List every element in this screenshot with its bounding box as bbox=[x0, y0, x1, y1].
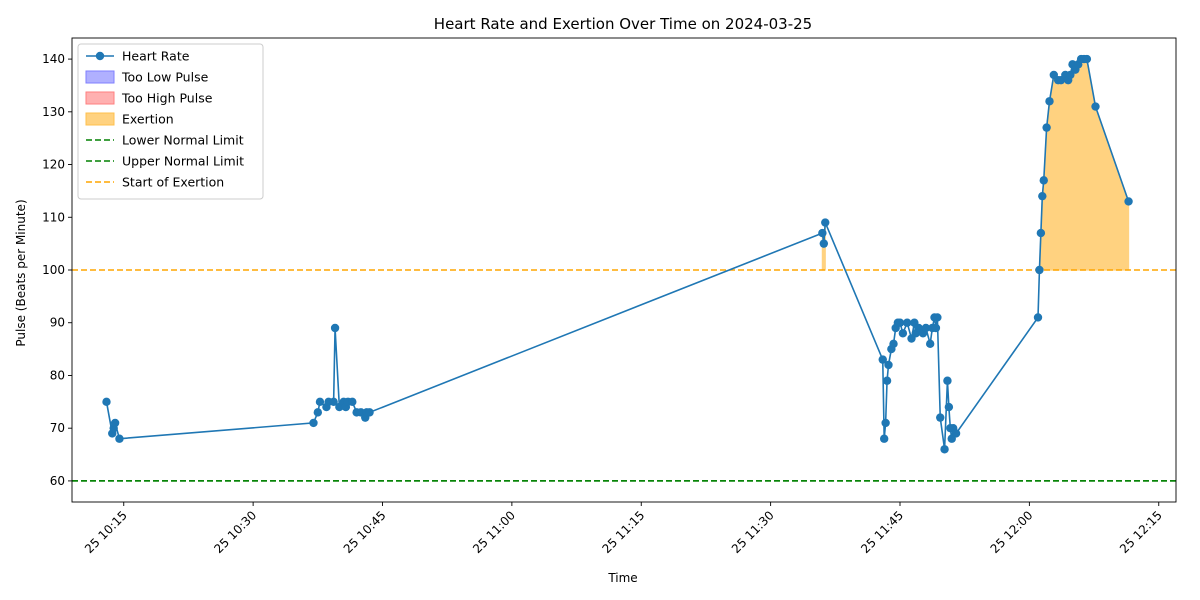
heart-rate-point bbox=[921, 323, 931, 333]
legend-label: Start of Exertion bbox=[122, 175, 224, 190]
x-tick-label: 25 11:15 bbox=[600, 508, 648, 556]
heart-rate-point bbox=[933, 313, 942, 322]
legend-label: Too Low Pulse bbox=[121, 70, 209, 85]
heart-rate-point bbox=[951, 429, 961, 438]
legend-handle-patch bbox=[85, 112, 115, 126]
heart-rate-point bbox=[1035, 265, 1044, 275]
legend-label: Lower Normal Limit bbox=[122, 133, 244, 148]
y-tick-label: 60 bbox=[50, 474, 65, 488]
legend-handle-patch bbox=[85, 91, 115, 105]
legend-handle-patch bbox=[85, 70, 115, 84]
heart-rate-point bbox=[329, 397, 338, 407]
heart-rate-point bbox=[1038, 191, 1047, 201]
y-tick-label: 110 bbox=[42, 210, 65, 224]
heart-rate-point bbox=[902, 318, 912, 327]
heart-rate-point bbox=[881, 418, 890, 428]
heart-rate-point bbox=[1039, 176, 1048, 185]
heart-rate-point bbox=[1091, 102, 1100, 111]
heart-rate-point bbox=[1042, 123, 1051, 132]
heart-rate-point bbox=[884, 360, 893, 370]
heart-rate-point bbox=[1036, 228, 1046, 238]
x-tick-label: 25 12:15 bbox=[1117, 508, 1165, 556]
y-tick-label: 90 bbox=[50, 316, 65, 330]
heart-rate-point bbox=[1066, 70, 1075, 80]
heart-rate-point bbox=[313, 408, 323, 417]
x-tick-label: 25 12:00 bbox=[988, 508, 1036, 556]
heart-rate-point bbox=[309, 418, 318, 428]
y-tick-label: 140 bbox=[42, 52, 65, 66]
legend: Heart Rate Too Low Pulse Too High Pulse Exe… bbox=[77, 43, 264, 200]
x-tick-label: 25 11:00 bbox=[470, 508, 518, 556]
heart-rate-point bbox=[889, 339, 898, 349]
heart-rate-point bbox=[115, 434, 124, 443]
heart-rate-point bbox=[348, 397, 357, 407]
legend-label: Exertion bbox=[122, 112, 174, 127]
y-tick-label: 80 bbox=[50, 368, 65, 382]
heart-rate-point bbox=[925, 339, 935, 349]
heart-rate-point bbox=[315, 397, 325, 407]
x-tick-label: 25 10:45 bbox=[341, 508, 389, 556]
heart-rate-point bbox=[1124, 197, 1133, 206]
heart-rate-point bbox=[1082, 54, 1092, 64]
heart-rate-point bbox=[821, 218, 830, 227]
heart-rate-point bbox=[936, 413, 945, 422]
heart-rate-point bbox=[882, 376, 892, 385]
heart-rate-point bbox=[940, 445, 949, 454]
heart-rate-point bbox=[102, 397, 111, 407]
heart-rate-point bbox=[879, 434, 889, 443]
y-tick-label: 120 bbox=[42, 158, 65, 172]
x-tick-label: 25 11:45 bbox=[858, 508, 906, 556]
heart-rate-point bbox=[878, 355, 887, 364]
y-axis-label: Pulse (Beats per Minute) bbox=[14, 199, 28, 346]
heart-rate-point bbox=[1045, 97, 1054, 106]
heart-rate-point bbox=[898, 329, 908, 338]
legend-handle-marker bbox=[95, 51, 105, 61]
heart-rate-point bbox=[895, 318, 905, 327]
heart-rate-point bbox=[365, 408, 374, 417]
y-tick-label: 100 bbox=[42, 263, 65, 277]
heart-rate-point bbox=[330, 323, 340, 333]
heart-rate-point bbox=[1033, 313, 1043, 322]
heart-rate-point bbox=[943, 376, 952, 385]
legend-label: Upper Normal Limit bbox=[122, 154, 244, 169]
legend-label: Too High Pulse bbox=[121, 91, 213, 106]
legend-label: Heart Rate bbox=[122, 49, 190, 64]
y-tick-label: 130 bbox=[42, 105, 65, 119]
heart-rate-point bbox=[110, 418, 120, 428]
y-tick-label: 70 bbox=[50, 421, 65, 435]
chart-title: Heart Rate and Exertion Over Time on 202… bbox=[434, 15, 812, 33]
x-tick-label: 25 10:30 bbox=[211, 508, 259, 556]
heart-rate-point bbox=[944, 402, 954, 412]
heart-rate-point bbox=[931, 323, 941, 333]
heart-rate-point bbox=[819, 239, 829, 248]
x-axis-label: Time bbox=[607, 571, 637, 585]
x-tick-label: 25 10:15 bbox=[82, 508, 130, 556]
x-tick-label: 25 11:30 bbox=[729, 508, 777, 556]
heart-rate-point bbox=[818, 228, 827, 238]
legend-box bbox=[77, 43, 264, 200]
